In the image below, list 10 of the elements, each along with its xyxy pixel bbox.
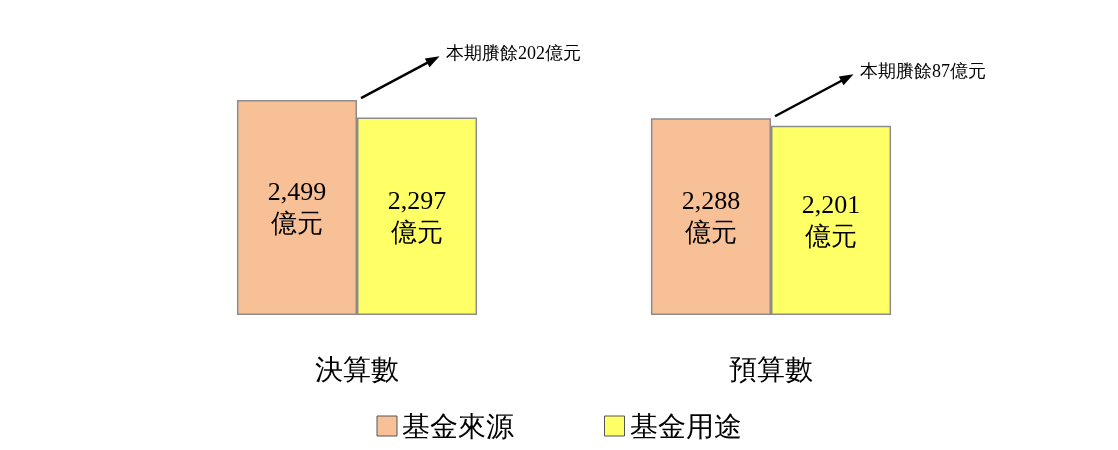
data-label: 2,297 億元 — [387, 185, 447, 247]
data-label: 2,201 億元 — [801, 189, 861, 251]
annotation: 本期賸餘202億元 — [446, 43, 581, 64]
data-label: 2,499 億元 — [267, 177, 327, 239]
legend-label: 基金用途 — [629, 410, 742, 442]
x-tick-label: 決算數 — [315, 353, 399, 385]
data-label: 2,288 億元 — [681, 186, 741, 248]
annotation: 本期賸餘87億元 — [860, 61, 986, 82]
x-tick-label: 預算數 — [729, 353, 813, 385]
legend-label: 基金來源 — [402, 410, 514, 442]
